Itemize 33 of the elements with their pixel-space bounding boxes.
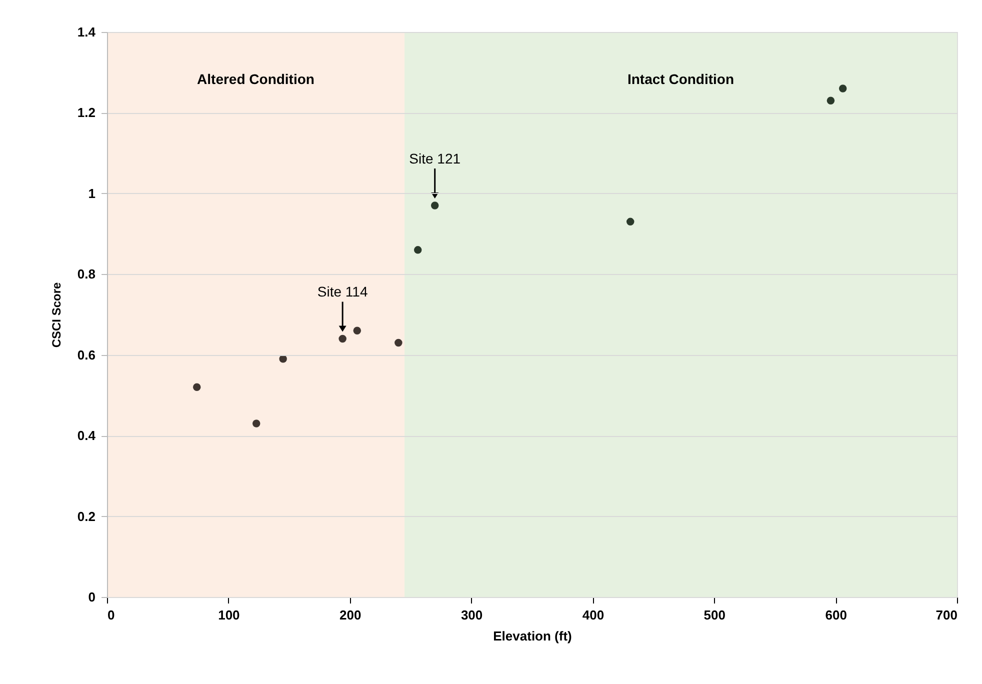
- y-axis-title: CSCI Score: [49, 282, 64, 348]
- y-tick-label: 0.8: [77, 266, 96, 282]
- y-tick-label: 0: [88, 590, 96, 604]
- point: [192, 383, 201, 392]
- x-tick-label: 700: [936, 608, 958, 622]
- point: [826, 96, 835, 104]
- point: [353, 326, 362, 335]
- point: [838, 84, 847, 92]
- x-tick-label: 100: [218, 608, 240, 622]
- annotation: Site 114: [317, 284, 368, 300]
- x-axis-title: Elevation (ft): [493, 628, 572, 644]
- x-tick-label: 200: [340, 608, 362, 622]
- band-label: Altered Condition: [197, 71, 314, 87]
- point: [394, 338, 402, 347]
- y-tick-label: 0.4: [77, 428, 96, 444]
- band-label: Intact Condition: [627, 71, 734, 87]
- y-tick-label: 1.4: [77, 24, 96, 40]
- x-tick-label: 400: [582, 608, 604, 622]
- y-tick-label: 1.2: [77, 105, 96, 120]
- y-tick-label: 1: [88, 186, 96, 201]
- point: [279, 355, 287, 363]
- point: [430, 202, 439, 210]
- y-tick-label: 0.6: [77, 347, 96, 362]
- point: [338, 334, 346, 343]
- point: [626, 218, 634, 226]
- point: [252, 420, 260, 428]
- x-tick-label: 0: [108, 608, 115, 622]
- x-tick-label: 600: [825, 608, 847, 622]
- x-tick-label: 500: [704, 608, 726, 622]
- x-tick-label: 300: [460, 608, 483, 622]
- y-tick-label: 0.2: [77, 508, 96, 524]
- annotation: Site 121: [409, 150, 461, 167]
- point: [414, 246, 422, 254]
